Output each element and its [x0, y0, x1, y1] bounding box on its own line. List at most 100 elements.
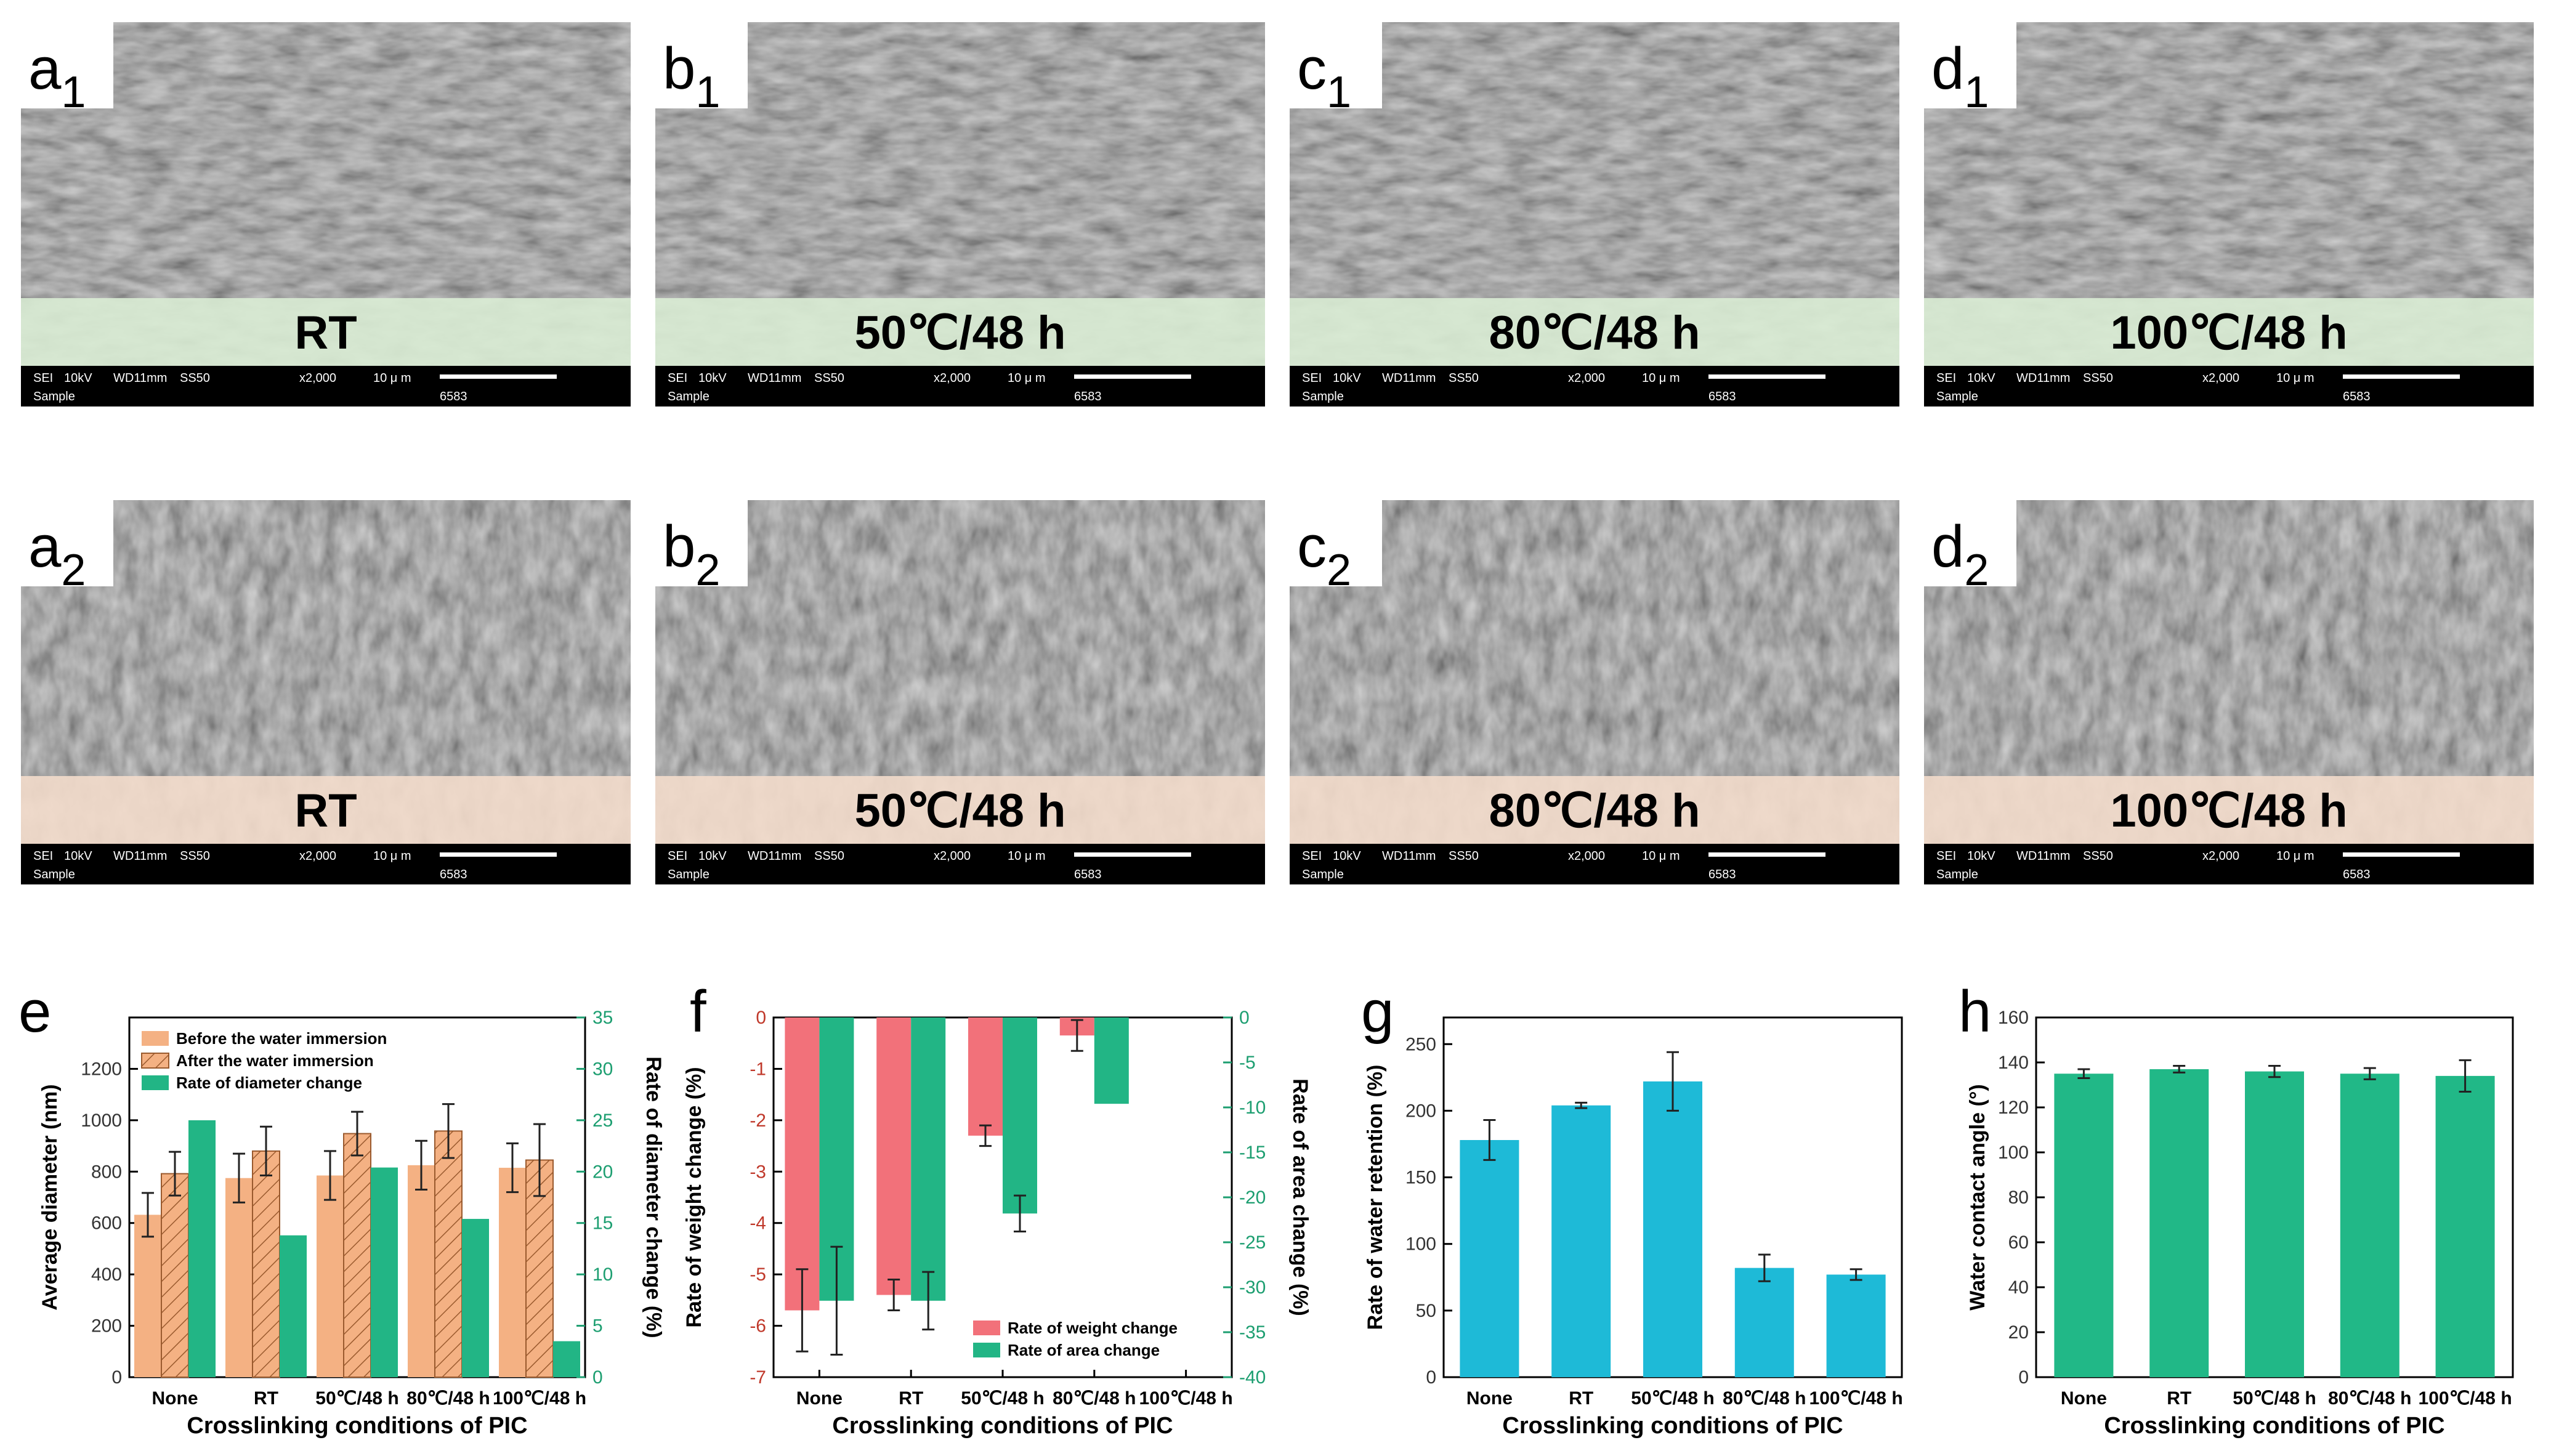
sem-info-bar: [1924, 844, 2534, 884]
x-tick-label: 100℃/48 h: [493, 1388, 586, 1409]
scale-bar: [440, 374, 557, 379]
sem-id: 6583: [2343, 390, 2371, 403]
chart-panel-h: h 0 20 40 60 80 100 120 140 160 None RT 50℃/48 h 80℃/…: [1959, 979, 2514, 1439]
sem-wd: WD11mm: [1382, 849, 1436, 863]
x-tick-label: 100℃/48 h: [2419, 1388, 2512, 1409]
y2-tick-label: -20: [1239, 1187, 1266, 1208]
sem-id: 6583: [1708, 868, 1736, 881]
condition-label: RT: [294, 785, 357, 837]
bar-rate-of-diameter-change: [462, 1219, 489, 1377]
panel-label: b2: [663, 514, 720, 595]
y-tick-label: 80: [2008, 1187, 2029, 1208]
sem-wd: WD11mm: [1382, 371, 1436, 385]
x-tick-label: 50℃/48 h: [1631, 1388, 1714, 1409]
x-tick-label: 80℃/48 h: [1053, 1388, 1136, 1409]
panel-subscript: 2: [1327, 546, 1351, 595]
panel-label-box: [21, 500, 113, 586]
panel-label: a1: [28, 36, 86, 117]
sem-voltage: 10kV: [1333, 849, 1361, 863]
sem-detector: SEI: [1936, 371, 1956, 385]
legend-label: Rate of diameter change: [176, 1074, 362, 1092]
condition-band: [21, 776, 631, 844]
panel-subscript: 1: [1964, 68, 1989, 117]
y2-tick-label: -40: [1239, 1367, 1266, 1388]
panel-label-box: [655, 500, 748, 586]
sem-mag: x2,000: [2202, 849, 2239, 863]
y-tick-label: -1: [750, 1059, 766, 1079]
y-tick-label: 60: [2008, 1232, 2029, 1253]
x-tick-label: 100℃/48 h: [1809, 1388, 1903, 1409]
chart-panel-f: f 0 -1 -2 -3 -4 -5 -6 -7 0 -5 -10 -15 -20 -25 -30 -35 -40…: [682, 979, 1312, 1439]
panel-subscript: 2: [61, 546, 86, 595]
y-tick-label: 800: [91, 1162, 122, 1182]
sem-scale-label: 10 μ m: [1642, 371, 1680, 385]
sem-info-bar: [1290, 844, 1899, 884]
condition-label: 100℃/48 h: [2110, 785, 2347, 837]
bar-value: [2435, 1075, 2495, 1377]
panel-letter-g: g: [1361, 979, 1394, 1045]
y-tick-label: 400: [91, 1264, 122, 1285]
y2-tick-label: 0: [1239, 1008, 1250, 1028]
sem-voltage: 10kV: [64, 371, 92, 385]
y2-tick-label: 25: [592, 1110, 613, 1131]
condition-label: 50℃/48 h: [854, 785, 1065, 837]
scale-bar: [1074, 374, 1191, 379]
sem-voltage: 10kV: [698, 849, 727, 863]
x-tick-label: None: [796, 1388, 843, 1409]
sem-mag: x2,000: [934, 849, 971, 863]
y-tick-label: 140: [1998, 1053, 2029, 1073]
sem-id: 6583: [440, 868, 467, 881]
bar-value: [2054, 1074, 2114, 1377]
legend-label: Before the water immersion: [176, 1029, 387, 1048]
x-tick-label: 80℃/48 h: [2328, 1388, 2411, 1409]
bar-rate-of-weight-change: [785, 1017, 820, 1311]
panel-letter: a: [28, 514, 62, 580]
bar-before-the-water-immersion: [134, 1215, 161, 1377]
bar-before-the-water-immersion: [225, 1178, 253, 1377]
sem-scale-label: 10 μ m: [373, 371, 411, 385]
bar-rate-of-diameter-change: [280, 1235, 307, 1377]
y2-tick-label: 5: [592, 1316, 603, 1337]
x-tick-label: None: [1466, 1388, 1513, 1409]
sem-detector: SEI: [668, 849, 687, 863]
sem-mag: x2,000: [2202, 371, 2239, 385]
y-tick-label: 1200: [81, 1059, 122, 1079]
x-tick-label: 80℃/48 h: [1723, 1388, 1806, 1409]
panel-label-box: [655, 22, 748, 108]
panel-label: c2: [1297, 514, 1351, 595]
panel-label-box: [1290, 500, 1382, 586]
sem-detector: SEI: [33, 849, 53, 863]
y-tick-label: 200: [91, 1316, 122, 1337]
sem-panel-d1: d1 100℃/48 h SEI 10kV WD11mm SS50 x2,000 10 μ m…: [1924, 22, 2534, 406]
sem-ss: SS50: [180, 371, 210, 385]
sem-wd: WD11mm: [2016, 849, 2070, 863]
sem-mag: x2,000: [299, 849, 336, 863]
sem-panel-a1: a1 RT SEI 10kV WD11mm SS50 x2,000 10 μ m Sample 6…: [21, 22, 631, 406]
y-tick-label: 100: [1405, 1234, 1436, 1255]
condition-label: 80℃/48 h: [1489, 307, 1700, 359]
sem-voltage: 10kV: [64, 849, 92, 863]
panel-label-box: [1924, 22, 2016, 108]
bar-rate-of-weight-change: [968, 1017, 1003, 1136]
y-axis-label: Water contact angle (°): [1966, 1084, 1989, 1311]
sem-ss: SS50: [1449, 849, 1479, 863]
x-tick-label: 80℃/48 h: [406, 1388, 490, 1409]
chart-panel-e: e 0 200 400 600 800 1000 1200 0 5 10 15 20 25 30 35 None…: [18, 979, 665, 1439]
legend-swatch: [142, 1075, 169, 1090]
panel-letter: b: [663, 36, 695, 102]
panel-letter-h: h: [1959, 979, 1991, 1045]
sem-ss: SS50: [2083, 371, 2113, 385]
y2-tick-label: -15: [1239, 1143, 1266, 1163]
y-tick-label: 250: [1405, 1034, 1436, 1054]
sem-sample: Sample: [1936, 868, 1978, 881]
x-axis-label: Crosslinking conditions of PIC: [832, 1413, 1173, 1439]
y2-axis-label: Rate of area change (%): [1288, 1078, 1312, 1316]
sem-sample: Sample: [33, 868, 75, 881]
condition-band: [1290, 298, 1899, 366]
y-tick-label: 40: [2008, 1277, 2029, 1298]
x-tick-label: 50℃/48 h: [961, 1388, 1044, 1409]
y-tick-label: 0: [1426, 1367, 1436, 1388]
scale-bar: [2343, 374, 2460, 379]
bar-value: [1551, 1105, 1611, 1377]
